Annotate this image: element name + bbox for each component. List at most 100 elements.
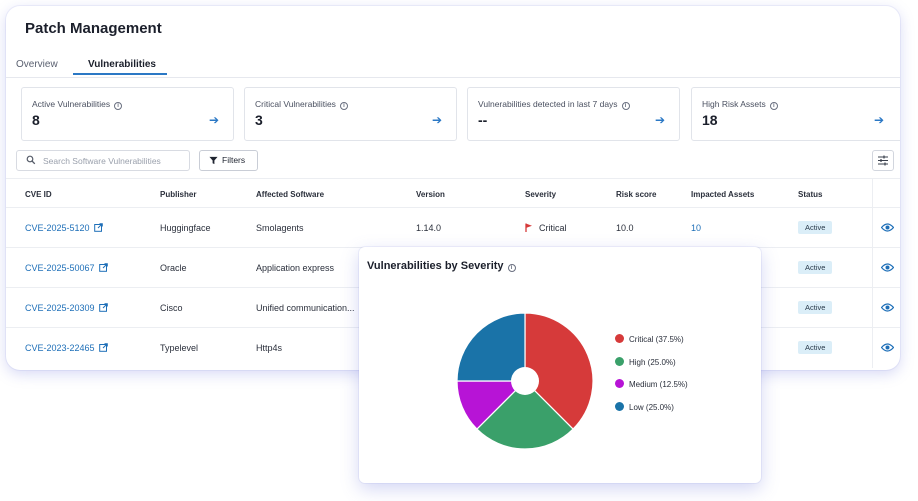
action-cell <box>872 248 900 288</box>
tab-vulnerabilities[interactable]: Vulnerabilities <box>88 59 156 70</box>
column-header[interactable]: Affected Software <box>256 190 325 199</box>
legend-item-high[interactable]: High (25.0%) <box>615 356 676 367</box>
cve-link[interactable]: CVE-2023-22465 <box>25 343 108 353</box>
stat-label: Critical Vulnerabilities <box>255 99 336 109</box>
info-icon: i <box>339 102 348 110</box>
legend-swatch <box>615 334 624 343</box>
tab-overview[interactable]: Overview <box>16 59 58 70</box>
stat-card-high-risk-assets[interactable]: High Risk Assets i 18 ➔ <box>691 87 900 141</box>
flag-icon <box>525 223 532 232</box>
column-header[interactable]: Severity <box>525 190 557 199</box>
severity-pie-chart <box>456 312 594 450</box>
cve-link[interactable]: CVE-2025-5120 <box>25 223 103 233</box>
cve-id[interactable]: CVE-2023-22465 <box>25 343 95 353</box>
legend-item-low[interactable]: Low (25.0%) <box>615 401 674 412</box>
stat-label-wrap: Active Vulnerabilities i <box>32 99 123 110</box>
action-cell <box>872 328 900 368</box>
cve-id[interactable]: CVE-2025-20309 <box>25 303 95 313</box>
affected-software: Smolagents <box>256 223 304 233</box>
stat-label-wrap: High Risk Assets i <box>702 99 778 110</box>
legend-label: Low (25.0%) <box>629 402 674 412</box>
status-badge: Active <box>798 261 833 274</box>
stat-card-critical-vulnerabilities[interactable]: Critical Vulnerabilities i 3 ➔ <box>244 87 457 141</box>
stat-label: Active Vulnerabilities <box>32 99 111 109</box>
stat-value: 3 <box>255 112 263 128</box>
filter-icon <box>209 156 218 165</box>
info-icon: i <box>114 102 123 110</box>
cve-link[interactable]: CVE-2025-50067 <box>25 263 108 273</box>
column-settings-button[interactable] <box>872 150 894 171</box>
eye-icon[interactable] <box>881 263 894 272</box>
pie-slice-high[interactable] <box>476 380 574 450</box>
stat-card-active-vulnerabilities[interactable]: Active Vulnerabilities i 8 ➔ <box>21 87 234 141</box>
stat-value: -- <box>478 112 488 128</box>
filters-button[interactable]: Filters <box>199 150 258 171</box>
search-icon <box>26 155 36 165</box>
arrow-right-icon[interactable]: ➔ <box>208 113 219 127</box>
cve-link[interactable]: CVE-2025-20309 <box>25 303 108 313</box>
severity: Critical <box>525 223 567 233</box>
affected-software: Application express <box>256 263 335 273</box>
external-link-icon[interactable] <box>93 223 103 232</box>
stat-label: Vulnerabilities detected in last 7 days <box>478 99 618 109</box>
affected-software: Http4s <box>256 343 283 353</box>
eye-icon[interactable] <box>881 343 894 352</box>
stat-value: 18 <box>702 112 718 128</box>
external-link-icon[interactable] <box>98 263 108 272</box>
publisher: Oracle <box>160 263 187 273</box>
cve-id[interactable]: CVE-2025-5120 <box>25 223 90 233</box>
legend-swatch <box>615 379 624 388</box>
column-header[interactable]: Impacted Assets <box>691 190 755 199</box>
chart-title-wrap: Vulnerabilities by Severity i <box>367 260 516 272</box>
info-icon: i <box>769 102 778 110</box>
legend-item-critical[interactable]: Critical (37.5%) <box>615 334 684 344</box>
eye-icon[interactable] <box>881 223 894 232</box>
search-input[interactable] <box>43 153 185 168</box>
stat-label: High Risk Assets <box>702 99 766 109</box>
publisher: Cisco <box>160 303 183 313</box>
affected-software: Unified communication... <box>256 303 355 313</box>
arrow-right-icon[interactable]: ➔ <box>431 113 442 127</box>
action-cell <box>872 288 900 328</box>
pie-slice-critical[interactable] <box>524 312 594 430</box>
column-header[interactable]: Status <box>798 190 823 199</box>
column-header[interactable]: Version <box>416 190 445 199</box>
tab-bar: Overview Vulnerabilities <box>6 56 900 78</box>
sliders-icon <box>878 155 888 166</box>
stat-card-detected-last-7-days[interactable]: Vulnerabilities detected in last 7 days i… <box>467 87 680 141</box>
legend-label: Medium (12.5%) <box>629 380 688 389</box>
table-header: CVE ID Publisher Affected Software Versi… <box>6 178 900 209</box>
arrow-right-icon[interactable]: ➔ <box>873 113 884 127</box>
external-link-icon[interactable] <box>98 303 108 312</box>
column-divider <box>872 179 873 209</box>
info-icon: i <box>621 102 630 110</box>
stat-label-wrap: Vulnerabilities detected in last 7 days i <box>478 99 630 110</box>
status-badge: Active <box>798 221 833 234</box>
table-row[interactable]: CVE-2025-5120 Huggingface Smolagents 1.1… <box>6 208 900 248</box>
active-tab-indicator <box>73 73 167 75</box>
column-header[interactable]: CVE ID <box>25 190 52 199</box>
legend-label: High (25.0%) <box>629 357 676 367</box>
action-cell <box>872 208 900 248</box>
version: 1.14.0 <box>416 223 442 233</box>
legend-swatch <box>615 401 624 411</box>
column-header[interactable]: Publisher <box>160 190 197 199</box>
severity-label: Critical <box>539 223 567 233</box>
cve-id[interactable]: CVE-2025-50067 <box>25 263 95 273</box>
table-row[interactable]: CVE-2023-22465 Typelevel Http4s Active <box>6 328 900 368</box>
search-box[interactable] <box>16 150 190 171</box>
severity-chart-card: Vulnerabilities by Severity i Critical (3… <box>359 247 761 483</box>
page-title: Patch Management <box>25 20 162 37</box>
pie-slice-low[interactable] <box>456 312 526 382</box>
filters-label: Filters <box>222 155 246 165</box>
external-link-icon[interactable] <box>98 343 108 352</box>
legend-item-medium[interactable]: Medium (12.5%) <box>615 379 688 389</box>
legend-label: Critical (37.5%) <box>629 335 684 344</box>
eye-icon[interactable] <box>881 303 894 312</box>
status-badge: Active <box>798 341 833 354</box>
legend-swatch <box>615 356 624 366</box>
arrow-right-icon[interactable]: ➔ <box>654 113 665 127</box>
impacted-assets-link[interactable]: 10 <box>691 223 702 233</box>
column-header[interactable]: Risk score <box>616 190 657 199</box>
stat-value: 8 <box>32 112 40 128</box>
